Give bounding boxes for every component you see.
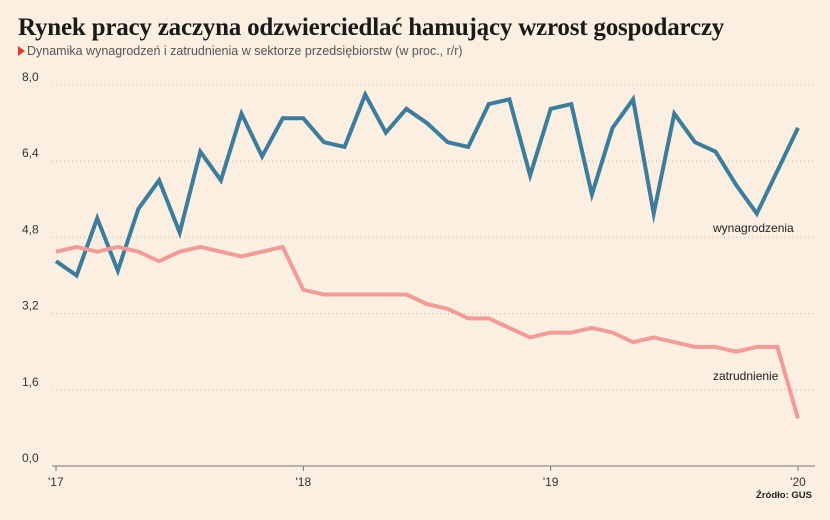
x-tick-label: '18 xyxy=(296,475,312,489)
subtitle-marker-icon xyxy=(18,46,25,56)
source-note: Źródło: GUS xyxy=(756,490,812,501)
series-label-zatrudnienie: zatrudnienie xyxy=(713,369,779,383)
series-line-wynagrodzenia xyxy=(54,89,800,279)
y-tick-label: 1,6 xyxy=(22,375,39,389)
y-tick-label: 8,0 xyxy=(22,70,39,84)
x-tick-label: '20 xyxy=(790,475,806,489)
y-tick-label: 4,8 xyxy=(22,222,39,236)
y-tick-label: 0,0 xyxy=(22,451,39,465)
chart-title: Rynek pracy zaczyna odzwierciedlać hamuj… xyxy=(18,14,725,41)
y-tick-label: 3,2 xyxy=(22,299,39,313)
series-label-wynagrodzenia: wynagrodzenia xyxy=(712,221,794,235)
series-line-zatrudnienie xyxy=(55,244,800,419)
chart-subtitle: Dynamika wynagrodzeń i zatrudnienia w se… xyxy=(18,44,463,58)
subtitle-text: Dynamika wynagrodzeń i zatrudnienia w se… xyxy=(27,44,463,58)
y-tick-label: 6,4 xyxy=(22,146,39,160)
x-tick-label: '19 xyxy=(543,475,559,489)
x-tick-label: '17 xyxy=(48,475,64,489)
